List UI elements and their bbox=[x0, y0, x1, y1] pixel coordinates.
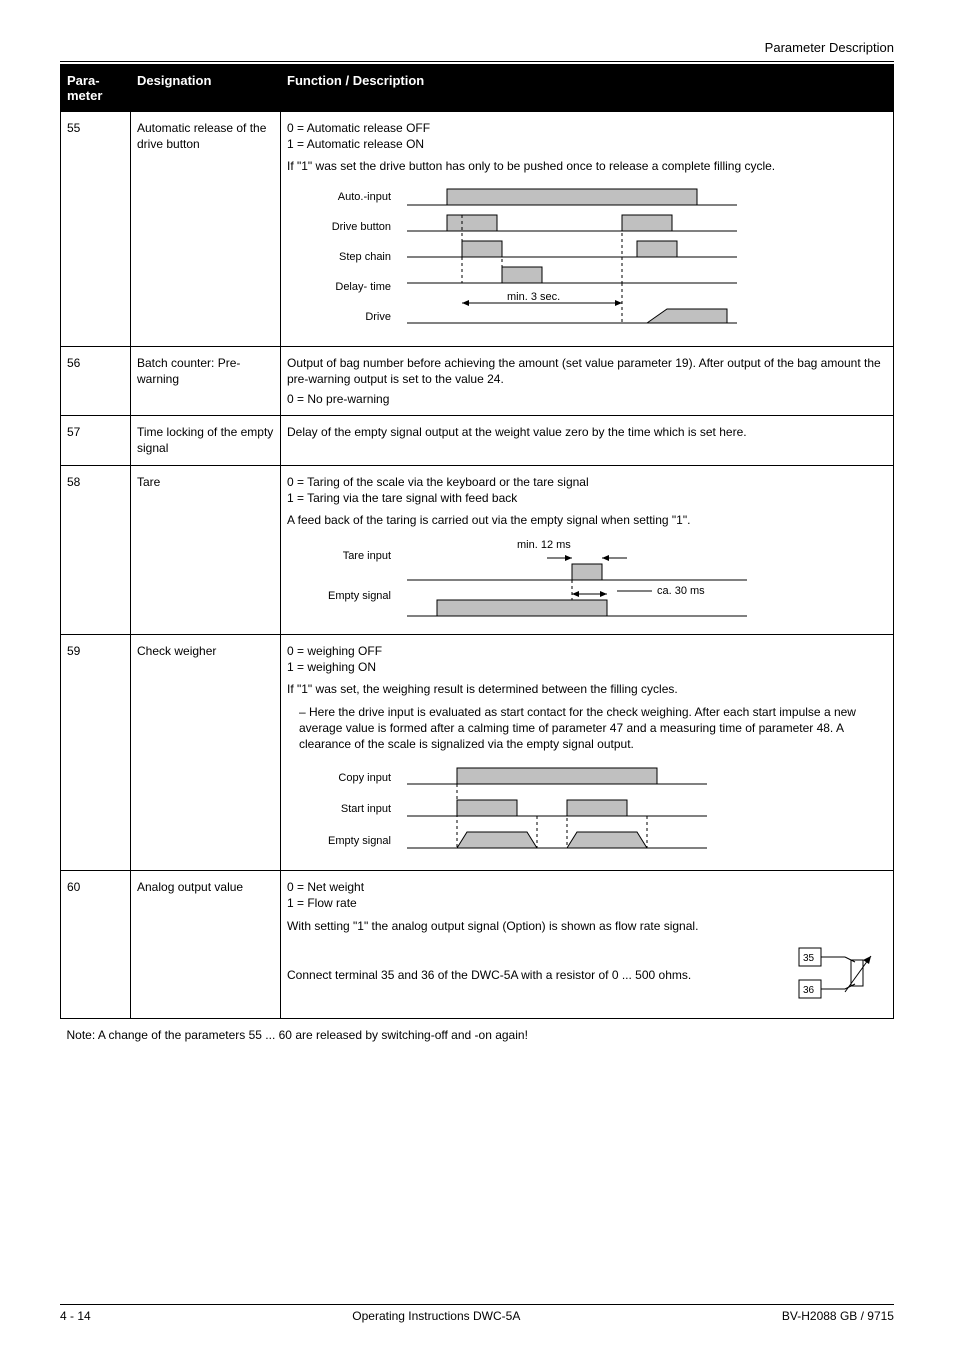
cell-param: 57 bbox=[61, 416, 131, 465]
footer-right: BV-H2088 GB / 9715 bbox=[782, 1309, 894, 1323]
diag-label: Tare input bbox=[287, 549, 391, 564]
cell-desig: Analog output value bbox=[131, 871, 281, 1019]
cell-func: 0 = Net weight 1 = Flow rate With settin… bbox=[281, 871, 894, 1019]
footer-left: 4 - 14 bbox=[60, 1309, 91, 1323]
cell-func: 0 = weighing OFF 1 = weighing ON If "1" … bbox=[281, 635, 894, 871]
text-line: 0 = No pre-warning bbox=[287, 391, 887, 407]
text-connect: Connect terminal 35 and 36 of the DWC-5A… bbox=[287, 967, 785, 983]
table-row: 58 Tare 0 = Taring of the scale via the … bbox=[61, 465, 894, 635]
cell-desig: Check weigher bbox=[131, 635, 281, 871]
timing-diagram-55: min. 3 sec. bbox=[407, 183, 737, 338]
text-desc: If "1" was set the drive button has only… bbox=[287, 158, 887, 174]
text-line: 0 = weighing OFF bbox=[287, 643, 887, 659]
table-row: 59 Check weigher 0 = weighing OFF 1 = we… bbox=[61, 635, 894, 871]
text-line: 1 = Automatic release ON bbox=[287, 136, 887, 152]
diag-label: Copy input bbox=[287, 771, 391, 786]
table-row: 60 Analog output value 0 = Net weight 1 … bbox=[61, 871, 894, 1019]
timing-diagram-58: min. 12 ms bbox=[407, 536, 787, 626]
resistor-diagram: 35 36 bbox=[797, 940, 887, 1010]
diag-label: 35 bbox=[803, 953, 815, 964]
cell-func: 0 = Taring of the scale via the keyboard… bbox=[281, 465, 894, 635]
note-row: Note: A change of the parameters 55 ... … bbox=[61, 1018, 894, 1051]
cell-desig: Batch counter: Pre-warning bbox=[131, 346, 281, 416]
cell-param: 56 bbox=[61, 346, 131, 416]
text-line: 0 = Taring of the scale via the keyboard… bbox=[287, 474, 887, 490]
page-footer: 4 - 14 Operating Instructions DWC-5A BV-… bbox=[60, 1304, 894, 1323]
diag-label: Empty signal bbox=[287, 834, 391, 849]
col-header-desig: Designation bbox=[131, 65, 281, 112]
cell-desig: Time locking of the empty signal bbox=[131, 416, 281, 465]
note-cell: Note: A change of the parameters 55 ... … bbox=[61, 1018, 894, 1051]
page-title: Parameter Description bbox=[60, 40, 894, 55]
header-rule bbox=[60, 61, 894, 62]
cell-param: 55 bbox=[61, 112, 131, 347]
text-desc: A feed back of the taring is carried out… bbox=[287, 512, 887, 528]
cell-param: 59 bbox=[61, 635, 131, 871]
text-line: 0 = Automatic release OFF bbox=[287, 120, 887, 136]
parameter-table: Para-meter Designation Function / Descri… bbox=[60, 64, 894, 1051]
table-row: 57 Time locking of the empty signal Dela… bbox=[61, 416, 894, 465]
text-line: 0 = Net weight bbox=[287, 879, 887, 895]
diag-label: 36 bbox=[803, 985, 815, 996]
diag-label: Delay- time bbox=[287, 280, 391, 295]
diag-text: min. 3 sec. bbox=[507, 291, 560, 303]
col-header-param: Para-meter bbox=[61, 65, 131, 112]
diag-label: Auto.-input bbox=[287, 190, 391, 205]
diag-label: Drive button bbox=[287, 220, 391, 235]
text-desc: With setting "1" the analog output signa… bbox=[287, 918, 887, 934]
cell-func: Delay of the empty signal output at the … bbox=[281, 416, 894, 465]
table-row: 56 Batch counter: Pre-warning Output of … bbox=[61, 346, 894, 416]
diag-label: Drive bbox=[287, 310, 391, 325]
table-header-row: Para-meter Designation Function / Descri… bbox=[61, 65, 894, 112]
text-desc: If "1" was set, the weighing result is d… bbox=[287, 681, 887, 697]
cell-desig: Tare bbox=[131, 465, 281, 635]
timing-diagram-59 bbox=[407, 762, 707, 862]
diag-text: min. 12 ms bbox=[517, 539, 571, 551]
text-line: 1 = Taring via the tare signal with feed… bbox=[287, 490, 887, 506]
cell-func: 0 = Automatic release OFF 1 = Automatic … bbox=[281, 112, 894, 347]
footer-center: Operating Instructions DWC-5A bbox=[352, 1309, 520, 1323]
cell-desig: Automatic release of the drive button bbox=[131, 112, 281, 347]
text-line: Output of bag number before achieving th… bbox=[287, 355, 887, 387]
cell-param: 58 bbox=[61, 465, 131, 635]
table-row: 55 Automatic release of the drive button… bbox=[61, 112, 894, 347]
diag-label: Start input bbox=[287, 802, 391, 817]
diag-label: Step chain bbox=[287, 250, 391, 265]
text-line: 1 = Flow rate bbox=[287, 895, 887, 911]
text-bullet: – Here the drive input is evaluated as s… bbox=[287, 704, 887, 753]
cell-func: Output of bag number before achieving th… bbox=[281, 346, 894, 416]
col-header-func: Function / Description bbox=[281, 65, 894, 112]
text-line: 1 = weighing ON bbox=[287, 659, 887, 675]
diag-text: ca. 30 ms bbox=[657, 585, 705, 597]
cell-param: 60 bbox=[61, 871, 131, 1019]
diag-label: Empty signal bbox=[287, 589, 391, 604]
